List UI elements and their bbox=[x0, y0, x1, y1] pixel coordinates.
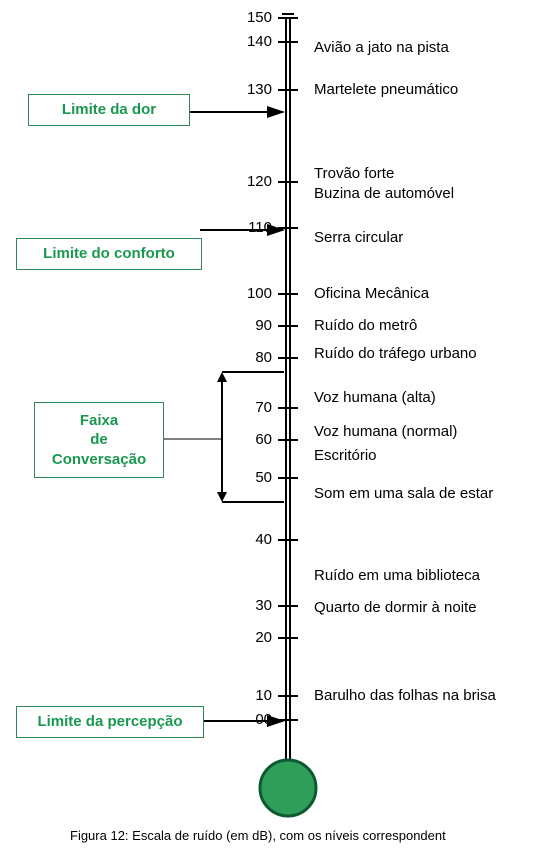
noise-label: Escritório bbox=[314, 447, 377, 464]
box-limite-percepcao-label: Limite da percepção bbox=[37, 712, 182, 732]
noise-label: Martelete pneumático bbox=[314, 81, 458, 98]
noise-label: Ruído em uma biblioteca bbox=[314, 567, 480, 584]
box-limite-dor-label: Limite da dor bbox=[62, 100, 156, 120]
tick-100: 100 bbox=[232, 285, 272, 302]
tick-60: 60 bbox=[232, 431, 272, 448]
box-faixa-conversacao: FaixadeConversação bbox=[34, 402, 164, 478]
tick-30: 30 bbox=[232, 597, 272, 614]
noise-label: Ruído do tráfego urbano bbox=[314, 345, 477, 362]
box-limite-conforto: Limite do conforto bbox=[16, 238, 202, 270]
noise-label: Oficina Mecânica bbox=[314, 285, 429, 302]
noise-label: Voz humana (alta) bbox=[314, 389, 436, 406]
tick-00: 00 bbox=[232, 711, 272, 728]
noise-label: Quarto de dormir à noite bbox=[314, 599, 477, 616]
tick-140: 140 bbox=[232, 33, 272, 50]
tick-50: 50 bbox=[232, 469, 272, 486]
noise-label: Serra circular bbox=[314, 229, 403, 246]
box-limite-percepcao: Limite da percepção bbox=[16, 706, 204, 738]
tick-40: 40 bbox=[232, 531, 272, 548]
tick-80: 80 bbox=[232, 349, 272, 366]
box-limite-conforto-label: Limite do conforto bbox=[43, 244, 175, 264]
tick-110: 110 bbox=[232, 219, 272, 236]
noise-label: Trovão forte bbox=[314, 165, 394, 182]
noise-label: Buzina de automóvel bbox=[314, 185, 454, 202]
noise-label: Avião a jato na pista bbox=[314, 39, 449, 56]
tick-20: 20 bbox=[232, 629, 272, 646]
box-faixa-label: FaixadeConversação bbox=[52, 411, 146, 470]
figure-caption: Figura 12: Escala de ruído (em dB), com … bbox=[70, 828, 446, 843]
noise-label: Som em uma sala de estar bbox=[314, 485, 493, 502]
tick-90: 90 bbox=[232, 317, 272, 334]
noise-label: Ruído do metrô bbox=[314, 317, 417, 334]
box-limite-dor: Limite da dor bbox=[28, 94, 190, 126]
noise-label: Barulho das folhas na brisa bbox=[314, 687, 496, 704]
tick-10: 10 bbox=[232, 687, 272, 704]
tick-150: 150 bbox=[232, 9, 272, 26]
tick-70: 70 bbox=[232, 399, 272, 416]
noise-label: Voz humana (normal) bbox=[314, 423, 457, 440]
tick-130: 130 bbox=[232, 81, 272, 98]
tick-120: 120 bbox=[232, 173, 272, 190]
